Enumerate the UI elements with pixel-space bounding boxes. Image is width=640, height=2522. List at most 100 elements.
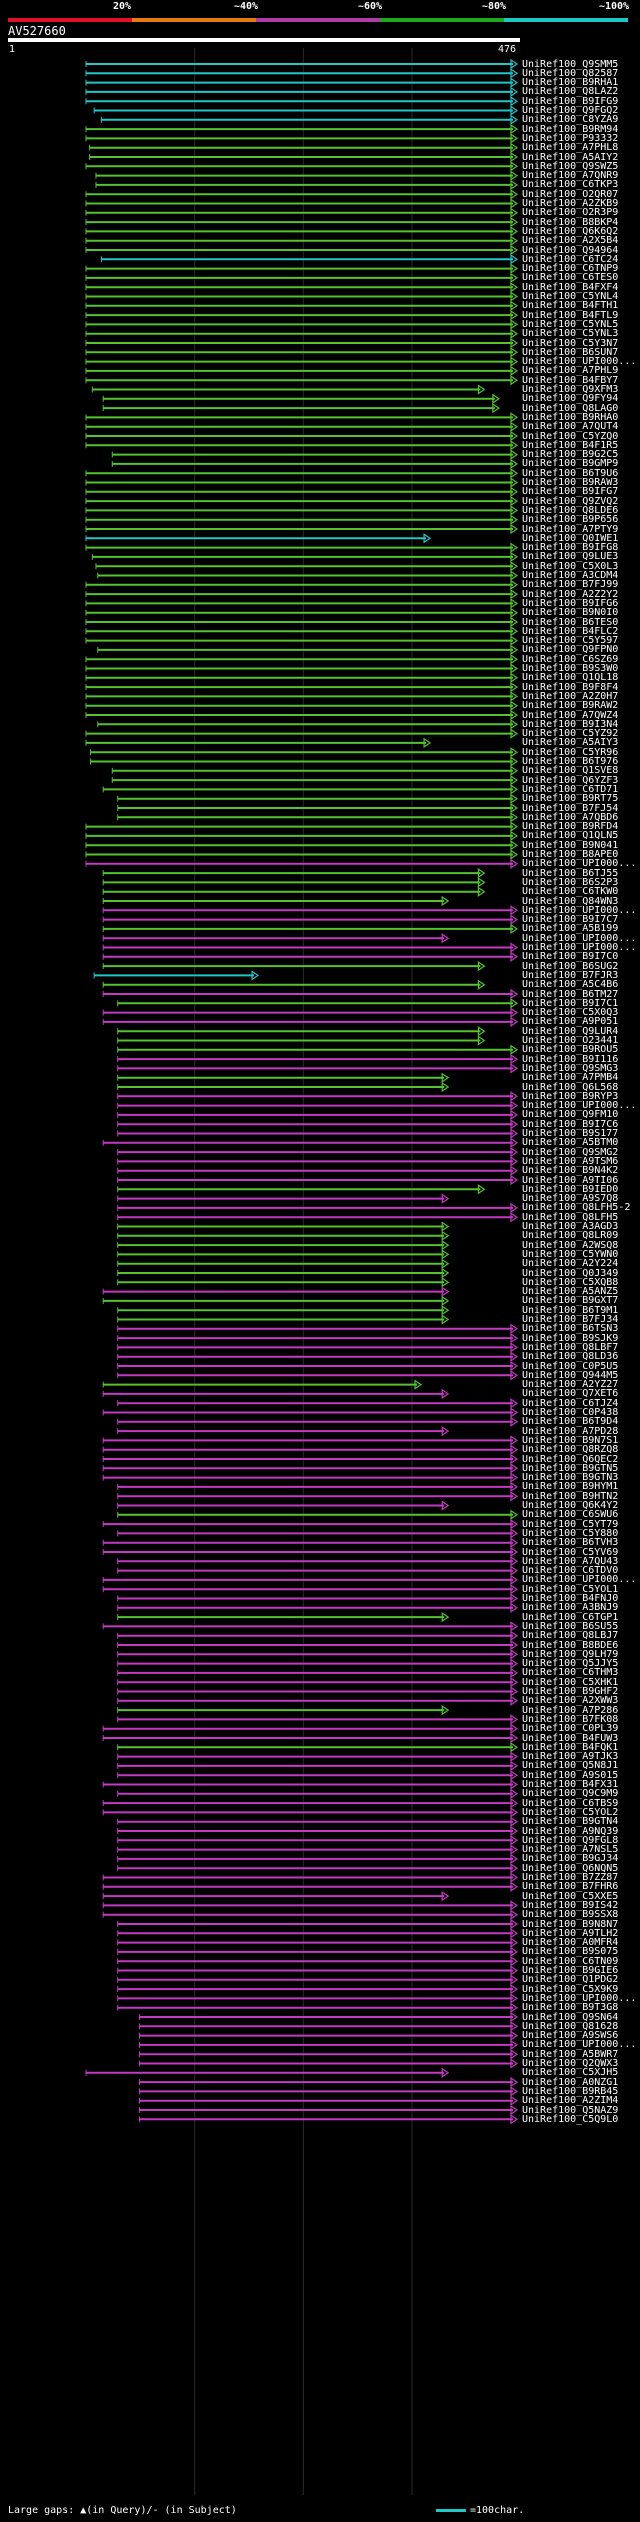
hit-label[interactable]: UniRef100_B9GIE6 [522,1965,619,1976]
hit-label[interactable]: UniRef100_Q9ZVQ2 [522,495,619,507]
hit-label[interactable]: UniRef100_B9I7C7 [522,914,619,926]
hit-label[interactable]: UniRef100_C6TBS9 [522,1797,619,1809]
hit-label[interactable]: UniRef100_A2Z0H7 [522,690,619,702]
hit-label[interactable]: UniRef100_B9RHA0 [522,411,619,423]
hit-label[interactable]: UniRef100_B9HTN2 [522,1490,619,1502]
hit-label[interactable]: UniRef100_A7PHL9 [522,365,619,377]
hit-label[interactable]: UniRef100_A2Z2Y2 [522,588,619,600]
hit-label[interactable]: UniRef100_B6SUG2 [522,960,619,972]
hit-label[interactable]: UniRef100_B9IED0 [522,1183,619,1195]
hit-label[interactable]: UniRef100_B9I7C0 [522,951,619,963]
hit-label[interactable]: UniRef100_Q9FGQ2 [522,105,619,116]
hit-label[interactable]: UniRef100_A7PTY9 [522,523,619,535]
hit-label[interactable]: UniRef100_B6T9U6 [522,467,619,479]
hit-label[interactable]: UniRef100_O23441 [522,1035,619,1046]
hit-label[interactable]: UniRef100_Q9SWZ5 [522,160,619,172]
hit-label[interactable]: UniRef100_B7FJ34 [522,1314,619,1325]
hit-label[interactable]: UniRef100_A9S7Q8 [522,1193,619,1205]
hit-label[interactable]: UniRef100_A2ZIM4 [522,2095,619,2107]
hit-label[interactable]: UniRef100_C6TGP1 [522,1611,619,1623]
hit-label[interactable]: UniRef100_C5X9K9 [522,1983,619,1995]
hit-label[interactable]: UniRef100_C5YNL5 [522,318,619,330]
hit-label[interactable]: UniRef100_C6TKW0 [522,886,619,898]
hit-label[interactable]: UniRef100_UPI000... [522,942,637,953]
hit-label[interactable]: UniRef100_Q8RZQ8 [522,1444,619,1456]
hit-label[interactable]: UniRef100_B9SSX8 [522,1909,619,1921]
hit-label[interactable]: UniRef100_B4FTH1 [522,300,619,312]
hit-label[interactable]: UniRef100_A0MFR4 [522,1937,619,1949]
hit-label[interactable]: UniRef100_Q6NQN5 [522,1862,619,1874]
hit-label[interactable]: UniRef100_A9TI06 [522,1174,619,1186]
hit-label[interactable]: UniRef100_O2QR07 [522,188,619,200]
hit-label[interactable]: UniRef100_B9N8N7 [522,1918,619,1930]
hit-label[interactable]: UniRef100_B9RHA1 [522,77,619,89]
hit-label[interactable]: UniRef100_A2ZKB9 [522,198,619,209]
hit-label[interactable]: UniRef100_A7PD28 [522,1425,619,1437]
hit-label[interactable]: UniRef100_Q8LBJ7 [522,1630,619,1642]
hit-label[interactable]: UniRef100_A3CDM4 [522,570,619,581]
hit-label[interactable]: UniRef100_B9P656 [522,514,619,526]
hit-label[interactable]: UniRef100_C5YOL1 [522,1583,619,1595]
hit-label[interactable]: UniRef100_B9IS42 [522,1899,619,1911]
hit-label[interactable]: UniRef100_C6SZ69 [522,653,619,665]
hit-label[interactable]: UniRef100_Q9SN64 [522,2011,619,2023]
hit-label[interactable]: UniRef100_A5AIY3 [522,737,619,749]
hit-label[interactable]: UniRef100_B9I116 [522,1053,619,1065]
hit-label[interactable]: UniRef100_A2YZ27 [522,1379,619,1391]
hit-label[interactable]: UniRef100_Q84WN3 [522,895,619,907]
hit-label[interactable]: UniRef100_C5Y3N7 [522,337,619,349]
hit-label[interactable]: UniRef100_UPI000... [522,1574,637,1586]
hit-label[interactable]: UniRef100_Q9SMG3 [522,1062,619,1074]
hit-label[interactable]: UniRef100_C5XXE5 [522,1890,619,1902]
hit-label[interactable]: UniRef100_Q8LR09 [522,1230,619,1242]
hit-label[interactable]: UniRef100_Q9FGL8 [522,1834,619,1846]
hit-label[interactable]: UniRef100_Q1QLN5 [522,830,619,842]
hit-label[interactable]: UniRef100_B4FUW3 [522,1732,619,1744]
hit-label[interactable]: UniRef100_C6TD71 [522,783,619,795]
hit-label[interactable]: UniRef100_C5X0L3 [522,560,619,572]
hit-label[interactable]: UniRef100_O2R3P9 [522,207,619,219]
hit-label[interactable]: UniRef100_A2Y224 [522,1258,619,1270]
hit-label[interactable]: UniRef100_A7QU43 [522,1555,619,1567]
hit-label[interactable]: UniRef100_A9SWS6 [522,2030,619,2042]
hit-label[interactable]: UniRef100_C6TN09 [522,1955,619,1967]
hit-label[interactable]: UniRef100_B6SU55 [522,1620,619,1632]
hit-label[interactable]: UniRef100_C5XQB8 [522,1276,619,1288]
hit-label[interactable]: UniRef100_A5BWR7 [522,2048,619,2060]
hit-label[interactable]: UniRef100_Q9LUE3 [522,551,619,563]
hit-label[interactable]: UniRef100_Q9LUR4 [522,1025,619,1037]
hit-label[interactable]: UniRef100_C6THM3 [522,1667,619,1679]
hit-label[interactable]: UniRef100_A5C4B6 [522,979,619,991]
hit-label[interactable]: UniRef100_B9RAW2 [522,700,619,712]
hit-label[interactable]: UniRef100_Q6L568 [522,1081,619,1093]
hit-label[interactable]: UniRef100_Q6K4Y2 [522,1500,619,1511]
hit-label[interactable]: UniRef100_B9IFG6 [522,597,619,609]
hit-label[interactable]: UniRef100_Q8LDE6 [522,504,619,516]
hit-label[interactable]: UniRef100_A7P286 [522,1704,619,1716]
hit-label[interactable]: UniRef100_B7FJ99 [522,579,619,591]
hit-label[interactable]: UniRef100_A7NSL5 [522,1844,619,1856]
hit-label[interactable]: UniRef100_A9S015 [522,1769,619,1781]
hit-label[interactable]: UniRef100_B9GTN5 [522,1462,619,1474]
hit-label[interactable]: UniRef100_UPI000... [522,1992,637,2004]
hit-label[interactable]: UniRef100_B9G2C5 [522,449,619,461]
hit-label[interactable]: UniRef100_C5YNL3 [522,328,619,340]
hit-label[interactable]: UniRef100_UPI000... [522,932,637,944]
hit-label[interactable]: UniRef100_Q8LBF7 [522,1341,619,1353]
hit-label[interactable]: UniRef100_C6TC24 [522,253,619,265]
hit-label[interactable]: UniRef100_A3AGD3 [522,1221,619,1232]
hit-label[interactable]: UniRef100_C5XHK1 [522,1676,619,1688]
hit-label[interactable]: UniRef100_B4FX31 [522,1779,619,1790]
hit-label[interactable]: UniRef100_A3BNJ9 [522,1602,619,1614]
hit-label[interactable]: UniRef100_C5YR96 [522,746,619,758]
hit-label[interactable]: UniRef100_Q6QEC2 [522,1453,619,1465]
hit-label[interactable]: UniRef100_C5YZ92 [522,728,619,740]
hit-label[interactable]: UniRef100_Q81628 [522,2020,619,2032]
hit-label[interactable]: UniRef100_C5YT79 [522,1518,619,1530]
hit-label[interactable]: UniRef100_Q9LH79 [522,1648,619,1660]
hit-label[interactable]: UniRef100_B9S075 [522,1946,619,1958]
hit-label[interactable]: UniRef100_B9RAW3 [522,477,619,488]
hit-label[interactable]: UniRef100_B4FXF4 [522,281,619,293]
hit-label[interactable]: UniRef100_B8BKP4 [522,216,619,228]
hit-label[interactable]: UniRef100_A5AIY2 [522,151,619,163]
